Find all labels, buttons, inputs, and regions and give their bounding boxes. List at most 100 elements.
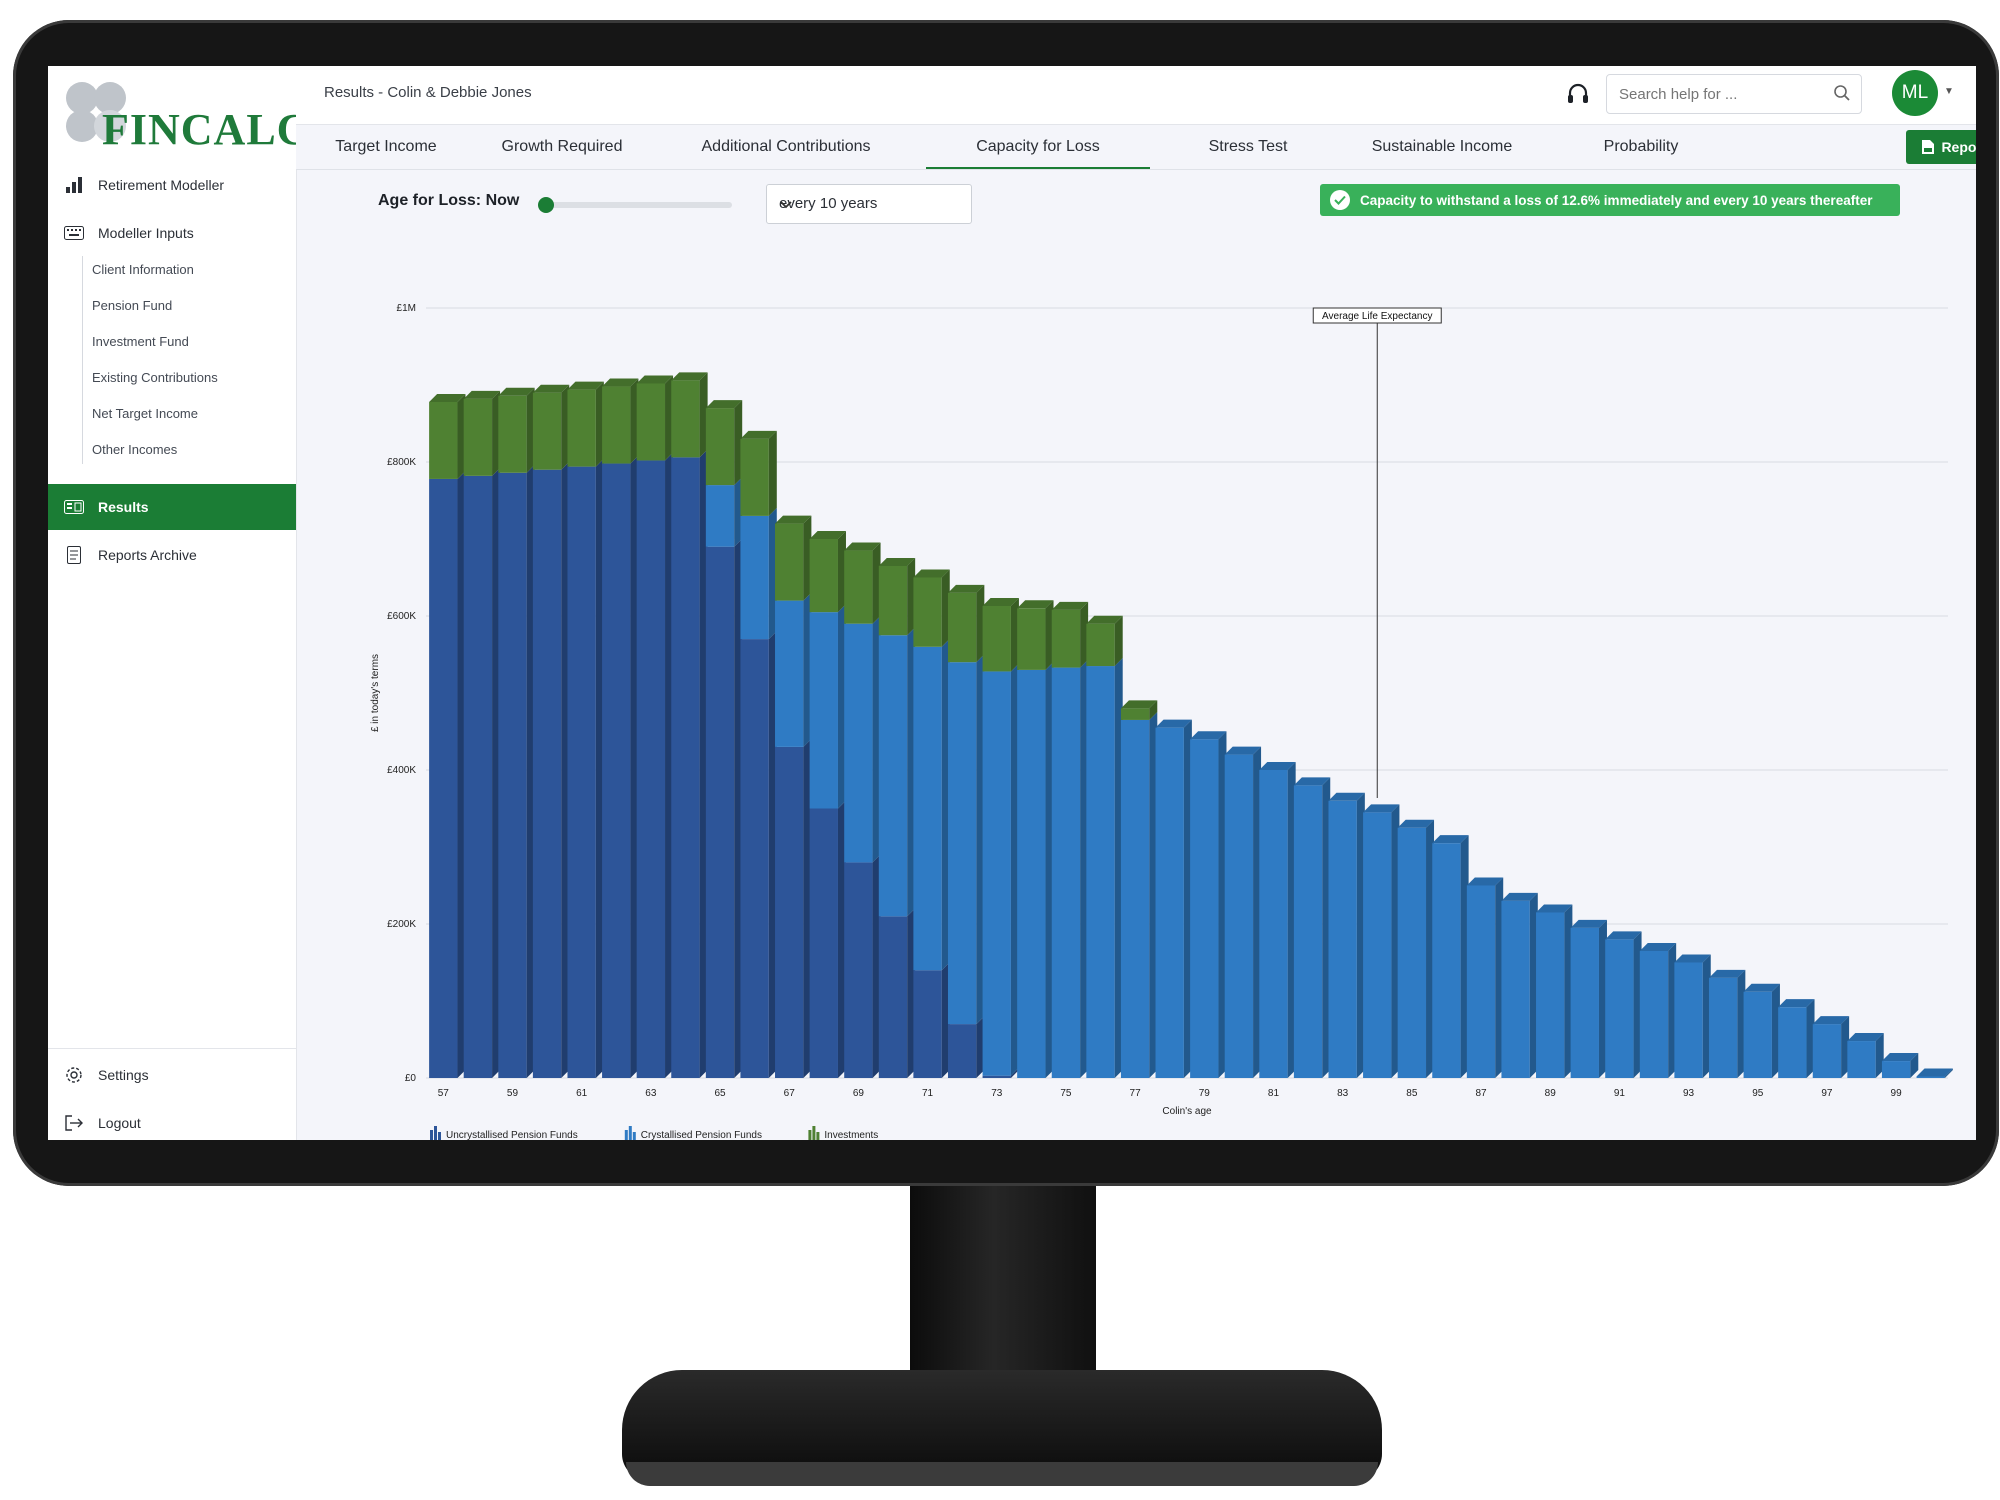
- bar-segment: [913, 970, 942, 1078]
- sidebar-subitem-client-information[interactable]: Client Information: [92, 262, 194, 277]
- tab-target-income[interactable]: Target Income: [335, 138, 437, 155]
- y-tick-label: £200K: [387, 919, 416, 930]
- search-icon[interactable]: [1833, 84, 1851, 107]
- bar-segment: [498, 395, 527, 473]
- sidebar-item-label: Reports Archive: [98, 547, 197, 563]
- bar-top-face: [1570, 919, 1607, 928]
- bar-segment: [1086, 623, 1115, 667]
- user-avatar[interactable]: ML: [1892, 70, 1938, 116]
- sidebar-item-settings[interactable]: Settings: [48, 1052, 296, 1098]
- sidebar-item-label: Results: [98, 499, 149, 515]
- sidebar-item-logout[interactable]: Logout: [48, 1100, 296, 1140]
- bar-segment: [1120, 708, 1150, 720]
- y-tick-label: £400K: [387, 765, 416, 776]
- sidebar-subitem-existing-contributions[interactable]: Existing Contributions: [92, 370, 218, 385]
- sidebar-subitem-investment-fund[interactable]: Investment Fund: [92, 334, 189, 349]
- sidebar-subitem-pension-fund[interactable]: Pension Fund: [92, 298, 173, 313]
- x-tick-label: 57: [438, 1088, 450, 1099]
- headset-support-icon[interactable]: [1564, 80, 1592, 108]
- tab-capacity-for-loss[interactable]: Capacity for Loss: [926, 125, 1150, 169]
- search-box: [1606, 74, 1862, 114]
- bar-top-face: [1397, 819, 1435, 828]
- bar-segment: [463, 398, 493, 476]
- sidebar-item-retirement-modeller[interactable]: Retirement Modeller: [48, 162, 296, 208]
- sidebar-subitem-net-target-income[interactable]: Net Target Income: [92, 406, 198, 421]
- bar-segment: [1743, 991, 1772, 1078]
- chevron-down-icon[interactable]: ▼: [1944, 86, 1954, 97]
- bar-segment: [947, 1024, 977, 1078]
- legend-swatch: [624, 1130, 628, 1140]
- bar-segment: [1916, 1076, 1945, 1078]
- bar-segment-side: [768, 430, 777, 516]
- bar-segment-side: [976, 1016, 985, 1078]
- bar-top-face: [844, 542, 881, 551]
- x-tick-label: 99: [1891, 1088, 1903, 1099]
- tab-sustainable-income[interactable]: Sustainable Income: [1371, 138, 1513, 155]
- bar-segment: [1051, 667, 1081, 1078]
- legend-label: Investments: [824, 1130, 878, 1140]
- bar-segment: [740, 438, 769, 516]
- sidebar-item-label: Logout: [98, 1115, 141, 1131]
- bar-segment-side: [1702, 954, 1711, 1078]
- bar-segment-side: [526, 387, 535, 473]
- bar-segment-side: [595, 381, 604, 467]
- tab-additional-contributions[interactable]: Additional Contributions: [701, 138, 871, 155]
- bar-segment: [775, 523, 804, 601]
- age-for-loss-label: Age for Loss: Now: [378, 192, 520, 209]
- bar-segment-side: [1183, 719, 1192, 1078]
- bar-segment: [1466, 885, 1496, 1078]
- bar-segment: [982, 671, 1011, 1076]
- bar-segment-side: [1218, 731, 1227, 1078]
- bar-segment-side: [665, 452, 674, 1078]
- bar-segment-side: [526, 464, 535, 1078]
- bar-segment-side: [630, 378, 639, 464]
- bar-top-face: [1536, 904, 1573, 913]
- search-input[interactable]: [1617, 75, 1821, 113]
- bar-segment-side: [941, 569, 950, 647]
- bar-segment: [947, 592, 977, 663]
- app-screen: FINCALC Retirement Modeller Modeller Inp…: [48, 66, 1976, 1140]
- bar-top-face: [1051, 601, 1089, 610]
- age-for-loss-slider-track[interactable]: [542, 202, 732, 208]
- bar-segment: [809, 612, 838, 809]
- bar-top-face: [1259, 762, 1296, 770]
- bar-segment: [913, 577, 942, 647]
- tab-stress-test[interactable]: Stress Test: [1208, 138, 1288, 155]
- report-button[interactable]: Report: [1906, 130, 1976, 164]
- bar-top-face: [913, 569, 950, 578]
- bar-segment: [1536, 912, 1565, 1078]
- bar-top-face: [1916, 1068, 1953, 1077]
- sidebar-subitem-other-incomes[interactable]: Other Incomes: [92, 442, 178, 457]
- sidebar-item-reports-archive[interactable]: Reports Archive: [48, 532, 296, 578]
- bar-top-face: [947, 584, 985, 593]
- bar-segment-side: [734, 477, 743, 547]
- y-tick-label: £600K: [387, 611, 416, 622]
- bar-segment: [1224, 754, 1254, 1078]
- x-tick-label: 87: [1475, 1088, 1487, 1099]
- tab-growth-required[interactable]: Growth Required: [501, 138, 623, 155]
- bar-top-face: [671, 372, 708, 381]
- bar-segment-side: [872, 854, 881, 1078]
- age-for-loss-slider-thumb[interactable]: [538, 197, 554, 213]
- bar-segment: [775, 746, 804, 1078]
- submenu-guide-line: [82, 256, 83, 464]
- sidebar-item-modeller-inputs[interactable]: Modeller Inputs: [48, 210, 296, 256]
- sidebar-item-results[interactable]: Results: [48, 484, 296, 530]
- bar-segment: [567, 466, 596, 1078]
- bar-top-face: [1639, 942, 1677, 951]
- bar-segment-side: [1564, 904, 1573, 1078]
- loss-frequency-select[interactable]: every 10 years: [766, 184, 972, 224]
- sidebar: FINCALC Retirement Modeller Modeller Inp…: [48, 66, 308, 1140]
- x-tick-label: 91: [1614, 1088, 1626, 1099]
- bar-segment: [878, 565, 908, 636]
- bar-segment-side: [768, 507, 777, 640]
- bar-top-face: [1086, 615, 1123, 624]
- tab-probability[interactable]: Probability: [1603, 138, 1679, 155]
- bar-segment-side: [1771, 983, 1780, 1078]
- bar-top-face: [1190, 731, 1227, 740]
- fincalc-logo[interactable]: FINCALC: [60, 76, 308, 156]
- bar-segment-side: [907, 627, 916, 917]
- bar-top-face: [740, 430, 777, 439]
- capacity-result-banner: Capacity to withstand a loss of 12.6% im…: [1320, 184, 1900, 216]
- bar-segment-side: [1253, 746, 1262, 1078]
